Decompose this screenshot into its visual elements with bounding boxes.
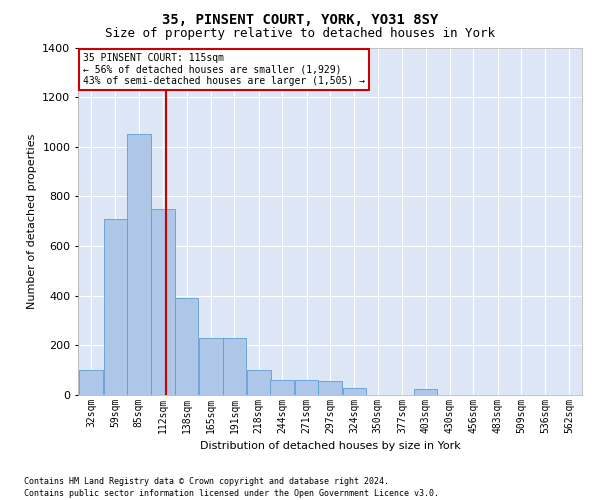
Text: Contains HM Land Registry data © Crown copyright and database right 2024.: Contains HM Land Registry data © Crown c…: [24, 477, 389, 486]
Bar: [79, 370, 103, 395]
X-axis label: Distribution of detached houses by size in York: Distribution of detached houses by size …: [200, 442, 460, 452]
Bar: [318, 382, 342, 395]
Bar: [104, 219, 127, 395]
Bar: [343, 388, 366, 395]
Y-axis label: Number of detached properties: Number of detached properties: [26, 134, 37, 309]
Text: Contains public sector information licensed under the Open Government Licence v3: Contains public sector information licen…: [24, 488, 439, 498]
Text: Size of property relative to detached houses in York: Size of property relative to detached ho…: [105, 28, 495, 40]
Text: 35, PINSENT COURT, YORK, YO31 8SY: 35, PINSENT COURT, YORK, YO31 8SY: [162, 12, 438, 26]
Bar: [223, 338, 246, 395]
Bar: [175, 298, 199, 395]
Text: 35 PINSENT COURT: 115sqm
← 56% of detached houses are smaller (1,929)
43% of sem: 35 PINSENT COURT: 115sqm ← 56% of detach…: [83, 52, 365, 86]
Bar: [414, 389, 437, 395]
Bar: [127, 134, 151, 395]
Bar: [151, 209, 175, 395]
Bar: [247, 370, 271, 395]
Bar: [271, 380, 294, 395]
Bar: [199, 338, 223, 395]
Bar: [295, 380, 319, 395]
